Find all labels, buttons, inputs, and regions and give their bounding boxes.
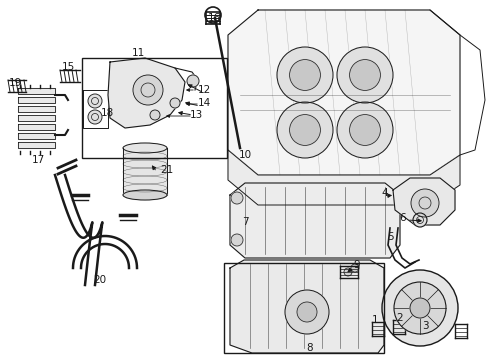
Polygon shape [227,10,459,175]
Circle shape [393,282,445,334]
Text: 16: 16 [207,13,220,23]
Circle shape [230,234,243,246]
Polygon shape [229,183,399,258]
Text: 1: 1 [371,315,378,325]
Text: 17: 17 [31,155,44,165]
Text: 14: 14 [197,98,210,108]
Polygon shape [18,115,55,121]
Text: 11: 11 [131,48,144,58]
Circle shape [230,192,243,204]
Circle shape [336,102,392,158]
Text: 8: 8 [306,343,313,353]
Polygon shape [18,142,55,148]
Polygon shape [227,150,459,205]
Text: 7: 7 [241,217,248,227]
Circle shape [276,47,332,103]
Circle shape [410,189,438,217]
Circle shape [381,270,457,346]
Polygon shape [229,260,383,353]
Polygon shape [18,133,55,139]
Text: 19: 19 [8,78,21,88]
Polygon shape [18,124,55,130]
Text: 15: 15 [61,62,75,72]
Text: 5: 5 [386,232,392,242]
Polygon shape [18,106,55,112]
Ellipse shape [123,190,167,200]
Circle shape [296,302,316,322]
Circle shape [150,110,160,120]
Text: 18: 18 [100,108,113,118]
Text: 3: 3 [421,321,427,331]
Ellipse shape [123,143,167,153]
Polygon shape [123,148,167,195]
Circle shape [289,60,320,90]
Text: 13: 13 [189,110,202,120]
Polygon shape [18,88,55,94]
Text: 4: 4 [381,188,387,198]
Text: 2: 2 [396,313,403,323]
Bar [224,263,383,353]
Circle shape [276,102,332,158]
Circle shape [412,213,426,227]
Circle shape [336,47,392,103]
Circle shape [88,94,102,108]
Polygon shape [18,97,55,103]
Bar [82,58,226,158]
Text: 20: 20 [93,275,106,285]
Text: 6: 6 [399,213,406,223]
Text: 21: 21 [160,165,173,175]
Polygon shape [108,58,184,128]
Circle shape [343,268,351,276]
Circle shape [409,298,429,318]
Text: 9: 9 [353,260,360,270]
Text: 10: 10 [238,150,251,160]
Circle shape [349,114,380,145]
Circle shape [349,60,380,90]
Circle shape [88,110,102,124]
Text: 12: 12 [197,85,210,95]
Circle shape [289,114,320,145]
Polygon shape [392,178,454,225]
Circle shape [170,98,180,108]
Circle shape [350,264,358,272]
Circle shape [133,75,163,105]
Circle shape [285,290,328,334]
Circle shape [186,75,199,87]
